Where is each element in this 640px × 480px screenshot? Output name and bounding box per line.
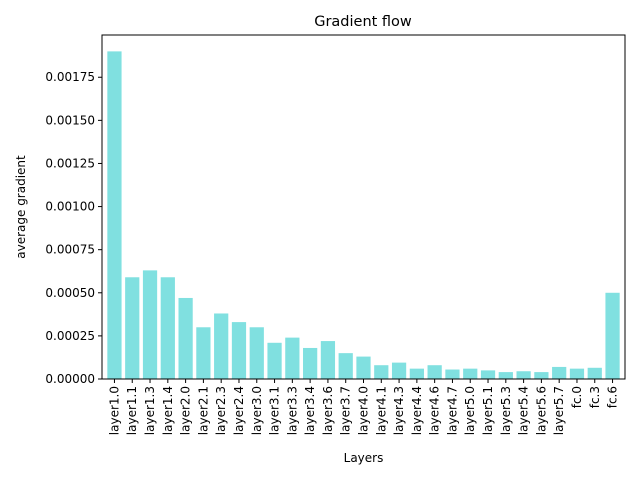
y-tick-label: 0.00175: [45, 70, 95, 84]
bar-layer4.3: [391, 362, 407, 379]
x-tick-label: layer4.4: [410, 386, 424, 435]
bar-fc.6: [605, 292, 620, 379]
x-tick-label: fc.6: [606, 386, 620, 408]
x-tick-label: layer2.3: [214, 386, 228, 435]
x-tick-label: layer2.4: [232, 386, 246, 435]
x-tick-label: layer3.4: [303, 386, 317, 435]
bar-layer3.1: [267, 342, 282, 379]
bar-layer3.4: [303, 347, 318, 379]
bar-layer5.7: [552, 366, 567, 379]
bar-layer5.1: [480, 370, 496, 379]
y-tick-label: 0.00025: [45, 329, 95, 343]
bar-layer1.0: [107, 51, 122, 379]
x-tick-label: layer4.3: [392, 386, 406, 435]
chart-title: Gradient flow: [314, 14, 412, 30]
x-tick-label: layer4.1: [374, 386, 388, 435]
x-tick-label: fc.3: [588, 386, 602, 408]
x-tick-label: layer4.7: [445, 386, 459, 435]
bar-layer1.4: [160, 277, 175, 379]
x-tick-label: layer4.0: [357, 386, 371, 435]
bar-layer3.7: [338, 353, 353, 379]
bars-group: [107, 51, 620, 379]
bar-layer3.6: [320, 341, 336, 379]
bar-layer2.3: [214, 313, 229, 379]
bar-layer4.1: [374, 365, 389, 379]
bar-layer3.3: [285, 337, 300, 379]
x-tick-label: layer5.7: [552, 386, 566, 435]
bar-layer5.6: [534, 372, 549, 379]
y-axis-label: average gradient: [14, 155, 28, 259]
y-tick-label: 0.00075: [45, 243, 95, 257]
x-tick-label: layer1.0: [107, 386, 121, 435]
y-axis: 0.00000 0.00025 0.00050 0.00075 0.00100 0.001…: [45, 70, 102, 386]
x-tick-label: layer5.3: [499, 386, 513, 435]
y-tick-label: 0.00150: [45, 113, 95, 127]
bar-layer2.0: [178, 297, 193, 379]
x-tick-label: fc.0: [570, 386, 584, 408]
bar-fc.0: [569, 368, 585, 379]
x-tick-label: layer1.1: [125, 386, 139, 435]
x-tick-label: layer5.1: [481, 386, 495, 435]
x-tick-label: layer4.6: [428, 386, 442, 435]
y-tick-label: 0.00125: [45, 156, 95, 170]
bar-layer2.1: [196, 327, 211, 379]
x-tick-label: layer5.0: [463, 386, 477, 435]
bar-layer5.0: [463, 368, 478, 379]
x-tick-label: layer3.7: [339, 386, 353, 435]
x-tick-label: layer5.6: [534, 386, 548, 435]
x-tick-label: layer1.4: [161, 386, 175, 435]
x-tick-label: layer2.1: [196, 386, 210, 435]
bar-layer4.6: [427, 365, 442, 379]
x-tick-label: layer3.3: [285, 386, 299, 435]
x-tick-label: layer2.0: [179, 386, 193, 435]
y-tick-label: 0.00000: [45, 372, 95, 386]
x-tick-label: layer5.4: [517, 386, 531, 435]
bar-layer4.0: [356, 356, 371, 379]
y-tick-label: 0.00050: [45, 286, 95, 300]
x-tick-label: layer1.3: [143, 386, 157, 435]
bar-fc.3: [587, 367, 602, 379]
axes-frame: [101, 34, 626, 380]
x-axis-label: Layers: [344, 451, 384, 465]
bar-layer1.1: [125, 277, 140, 379]
bar-layer4.4: [409, 368, 424, 379]
bar-layer1.3: [142, 270, 158, 379]
bar-layer3.0: [249, 327, 264, 379]
bar-layer5.4: [516, 371, 531, 379]
x-axis: layer1.0 layer1.1 layer1.3 layer1.4 layer2.0…: [107, 379, 620, 435]
y-tick-label: 0.00100: [45, 200, 95, 214]
bar-layer5.3: [498, 372, 513, 379]
x-tick-label: layer3.0: [250, 386, 264, 435]
x-tick-label: layer3.6: [321, 386, 335, 435]
bar-layer4.7: [445, 369, 460, 379]
bar-layer2.4: [231, 322, 247, 379]
x-tick-label: layer3.1: [268, 386, 282, 435]
